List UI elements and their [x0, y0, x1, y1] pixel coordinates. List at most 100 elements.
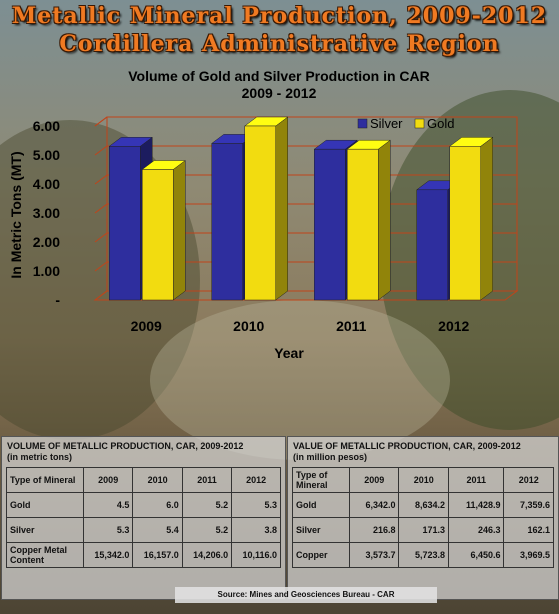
x-axis-label: Year	[274, 345, 304, 361]
column-header: 2010	[399, 468, 448, 493]
bar-gold-2012	[450, 137, 493, 300]
table-cell: 8,634.2	[399, 493, 448, 518]
table-cell: 5.2	[182, 493, 231, 518]
table-cell: 3,573.7	[350, 543, 399, 568]
table-cell: 11,428.9	[448, 493, 504, 518]
bar-gold-2011	[347, 140, 390, 300]
table-cell: 14,206.0	[182, 543, 231, 568]
x-tick-label: 2012	[438, 318, 469, 334]
table-cell: 216.8	[350, 518, 399, 543]
value-table: Type of Mineral 2009 2010 2011 2012 Gold…	[292, 467, 554, 568]
bar-side	[276, 117, 288, 300]
table-cell: Copper Metal Content	[7, 543, 84, 568]
page-title: Metallic Mineral Production, 2009-2012 C…	[0, 2, 559, 58]
value-table-title: VALUE OF METALLIC PRODUCTION, CAR, 2009-…	[293, 441, 553, 452]
legend-swatch	[358, 119, 367, 128]
table-row: Silver 5.3 5.4 5.2 3.8	[7, 518, 281, 543]
table-cell: 246.3	[448, 518, 504, 543]
x-tick-label: 2011	[336, 318, 367, 334]
page-title-line-1: Metallic Mineral Production, 2009-2012	[0, 2, 559, 30]
table-cell: Gold	[293, 493, 350, 518]
table-cell: 15,342.0	[84, 543, 133, 568]
bar-front	[245, 126, 276, 300]
column-header: 2012	[232, 468, 281, 493]
column-header: 2012	[504, 468, 554, 493]
column-header: 2010	[133, 468, 182, 493]
table-cell: 4.5	[84, 493, 133, 518]
table-cell: 5.2	[182, 518, 231, 543]
column-header: Type of Mineral	[293, 468, 350, 493]
table-cell: Copper	[293, 543, 350, 568]
table-cell: 5.3	[232, 493, 281, 518]
table-cell: 3,969.5	[504, 543, 554, 568]
bar-front	[450, 146, 481, 300]
gridline	[95, 117, 107, 126]
volume-table-subtitle: (in metric tons)	[7, 452, 280, 463]
y-tick-label: 6.00	[33, 118, 60, 134]
table-row: Silver 216.8 171.3 246.3 162.1	[293, 518, 554, 543]
table-row: Gold 6,342.0 8,634.2 11,428.9 7,359.6	[293, 493, 554, 518]
value-table-subtitle: (in million pesos)	[293, 452, 553, 463]
table-cell: 3.8	[232, 518, 281, 543]
volume-table-title-block: VOLUME OF METALLIC PRODUCTION, CAR, 2009…	[2, 437, 285, 465]
page-title-line-2: Cordillera Administrative Region	[0, 30, 559, 58]
table-header-row: Type of Mineral 2009 2010 2011 2012	[293, 468, 554, 493]
y-tick-label: 2.00	[33, 234, 60, 250]
y-tick-label: 1.00	[33, 263, 60, 279]
volume-table: Type of Mineral 2009 2010 2011 2012 Gold…	[6, 467, 281, 568]
table-cell: 6,450.6	[448, 543, 504, 568]
column-header: Type of Mineral	[7, 468, 84, 493]
table-cell: 162.1	[504, 518, 554, 543]
table-cell: 171.3	[399, 518, 448, 543]
column-header: 2009	[84, 468, 133, 493]
chart-title-line: Volume of Gold and Silver Production in …	[128, 68, 430, 84]
x-tick-label: 2010	[233, 318, 264, 334]
table-cell: 5,723.8	[399, 543, 448, 568]
source-note: Source: Mines and Geosciences Bureau - C…	[175, 587, 437, 603]
legend-label: Silver	[370, 116, 403, 131]
gridline	[95, 146, 107, 155]
table-row: Gold 4.5 6.0 5.2 5.3	[7, 493, 281, 518]
bar-gold-2010	[245, 117, 288, 300]
bar-front	[417, 190, 448, 300]
volume-table-title: VOLUME OF METALLIC PRODUCTION, CAR, 2009…	[7, 441, 280, 452]
legend-label: Gold	[427, 116, 454, 131]
column-header: 2009	[350, 468, 399, 493]
y-axis-label: In Metric Tons (MT)	[8, 151, 24, 278]
gridline	[95, 175, 107, 184]
bar-front	[212, 143, 243, 300]
column-header: 2011	[182, 468, 231, 493]
chart-title-line: 2009 - 2012	[242, 85, 317, 101]
table-cell: 16,157.0	[133, 543, 182, 568]
table-row: Copper Metal Content 15,342.0 16,157.0 1…	[7, 543, 281, 568]
bar-side	[378, 140, 390, 300]
bar-side	[173, 161, 185, 301]
y-tick-label: 5.00	[33, 147, 60, 163]
table-header-row: Type of Mineral 2009 2010 2011 2012	[7, 468, 281, 493]
gridline	[95, 233, 107, 242]
y-tick-label: 4.00	[33, 176, 60, 192]
bar-gold-2009	[142, 161, 185, 301]
bar-front	[347, 149, 378, 300]
y-tick-label: -	[55, 292, 60, 308]
value-table-title-block: VALUE OF METALLIC PRODUCTION, CAR, 2009-…	[288, 437, 558, 465]
bar-front	[314, 149, 345, 300]
table-cell: 5.4	[133, 518, 182, 543]
bar-side	[481, 137, 493, 300]
table-cell: 10,116.0	[232, 543, 281, 568]
table-row: Copper 3,573.7 5,723.8 6,450.6 3,969.5	[293, 543, 554, 568]
y-tick-label: 3.00	[33, 205, 60, 221]
volume-table-panel: VOLUME OF METALLIC PRODUCTION, CAR, 2009…	[1, 436, 286, 600]
legend-swatch	[415, 119, 424, 128]
table-cell: Silver	[293, 518, 350, 543]
bar-chart: Volume of Gold and Silver Production in …	[0, 60, 559, 370]
table-cell: 6.0	[133, 493, 182, 518]
table-cell: 5.3	[84, 518, 133, 543]
table-cell: 7,359.6	[504, 493, 554, 518]
column-header: 2011	[448, 468, 504, 493]
gridline	[95, 204, 107, 213]
bar-front	[142, 170, 173, 301]
table-cell: 6,342.0	[350, 493, 399, 518]
table-cell: Gold	[7, 493, 84, 518]
x-tick-label: 2009	[131, 318, 162, 334]
